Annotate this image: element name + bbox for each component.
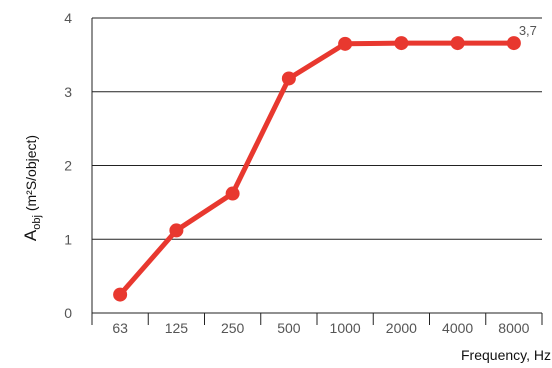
data-point-250 <box>225 186 240 201</box>
y-tick-label-1: 1 <box>64 231 72 247</box>
x-tick-label-63: 63 <box>112 320 128 336</box>
series-line <box>117 40 517 298</box>
y-axis-title-main: A <box>21 229 40 241</box>
data-point-125 <box>169 223 184 238</box>
data-points <box>113 36 521 302</box>
data-point-63 <box>113 287 128 302</box>
x-tick-label-4000: 4000 <box>442 320 473 336</box>
data-point-4000 <box>450 36 465 51</box>
x-tick-label-125: 125 <box>165 320 189 336</box>
y-tick-label-4: 4 <box>64 10 72 26</box>
y-axis-title: Aobj (m²S/object) <box>21 135 43 241</box>
x-axis-title: Frequency, Hz <box>461 347 551 363</box>
y-tick-label-3: 3 <box>64 84 72 100</box>
x-tick-labels: 63 125 250 500 1000 2000 4000 8000 <box>112 320 529 336</box>
data-point-1000 <box>338 36 353 51</box>
x-tick-label-500: 500 <box>277 320 301 336</box>
x-tick-label-2000: 2000 <box>386 320 417 336</box>
data-point-2000 <box>394 36 409 51</box>
y-axis-title-subscript: obj <box>31 215 43 230</box>
data-label-last-point: 3,7 <box>519 23 537 38</box>
x-tick-label-1000: 1000 <box>330 320 361 336</box>
y-tick-labels: 0 1 2 3 4 <box>64 10 72 321</box>
y-tick-label-2: 2 <box>64 158 72 174</box>
y-axis-title-units: (m²S/object) <box>23 135 39 215</box>
data-point-500 <box>281 71 296 86</box>
x-tick-label-8000: 8000 <box>498 320 529 336</box>
x-tick-label-250: 250 <box>221 320 245 336</box>
series-polyline <box>117 40 517 298</box>
y-tick-label-0: 0 <box>64 305 72 321</box>
data-point-8000 <box>506 36 521 51</box>
